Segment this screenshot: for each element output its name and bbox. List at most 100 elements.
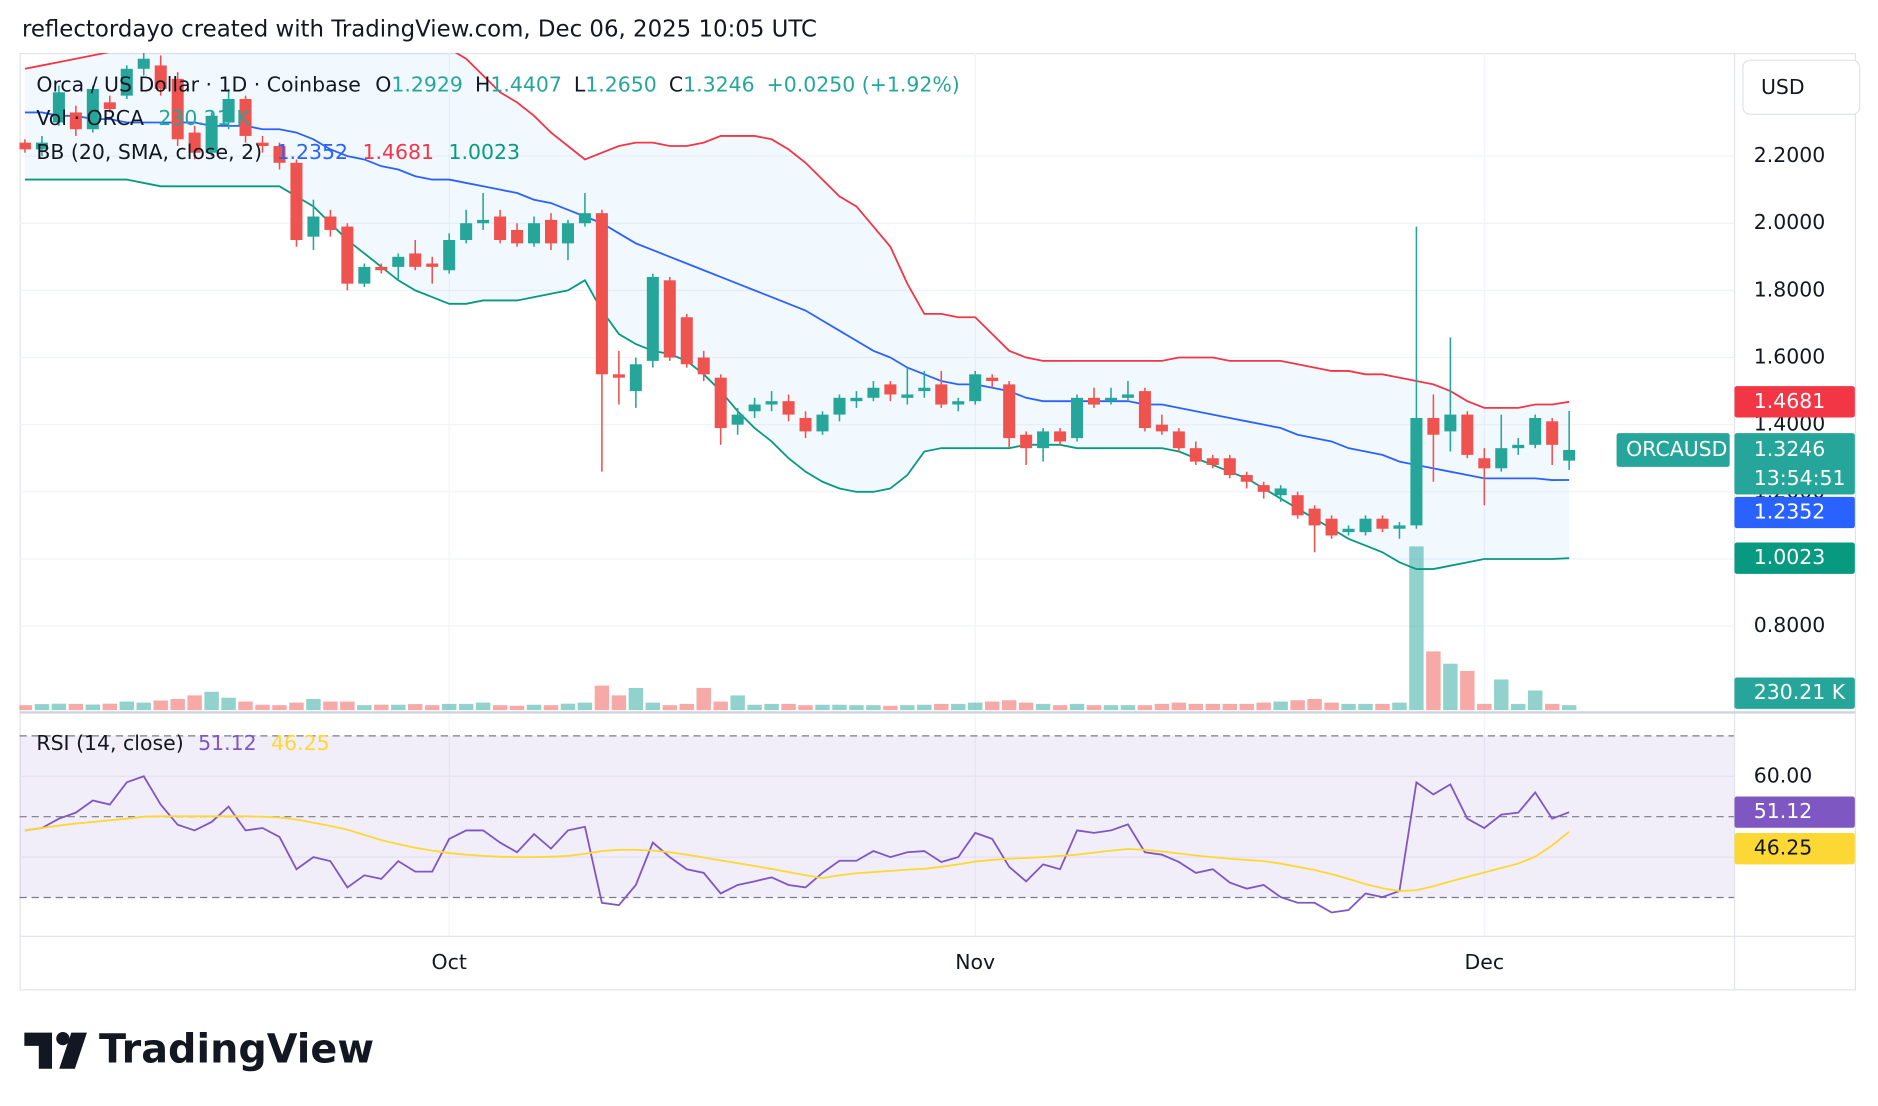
rsi-badge-bg	[1734, 796, 1855, 828]
legend-value: 1.4407	[490, 72, 562, 96]
candle-body	[935, 384, 948, 405]
volume-bar	[1188, 703, 1204, 711]
rsi-ma-badge-bg	[1734, 833, 1855, 865]
x-tick-label: Nov	[955, 950, 995, 974]
rsi-label: RSI (14, close)	[36, 731, 183, 755]
brand: TradingView	[99, 1026, 374, 1072]
candle-body	[392, 256, 405, 267]
frame	[19, 52, 1857, 991]
candle-body	[154, 65, 167, 89]
bb-lower-badge: 1.0023	[1754, 545, 1826, 569]
volume-bar	[1035, 703, 1051, 711]
candle-body	[816, 414, 829, 432]
rsi-badge: 51.12	[1754, 799, 1813, 823]
candle-body	[375, 266, 388, 271]
volume-bar	[1171, 702, 1187, 711]
candle-body	[1172, 431, 1185, 449]
volume-bar	[934, 703, 949, 711]
candle-body	[765, 401, 778, 405]
volume-bar	[917, 704, 932, 711]
candle-body	[1529, 417, 1542, 445]
symbol: Orca / US Dollar · 1D · Coinbase	[36, 72, 360, 96]
volume-bar	[238, 701, 253, 711]
volume-bar	[628, 687, 644, 711]
volume-bar	[289, 702, 304, 711]
volume-bar	[696, 687, 711, 711]
candle-body	[799, 417, 812, 432]
bb-upper-badge: 1.4681	[1754, 389, 1826, 413]
rsi-value: 51.12	[198, 731, 257, 755]
candle-body	[528, 223, 541, 244]
legend: Orca / US Dollar · 1D · Coinbase O1.2929 H…	[36, 72, 959, 754]
candle-body	[1104, 397, 1117, 402]
candle-body	[850, 397, 863, 402]
candle-body	[544, 219, 558, 244]
legend-key: L	[574, 72, 586, 96]
bb-upper	[24, 52, 1570, 409]
volume-bar	[526, 704, 542, 711]
volume-bar	[153, 700, 168, 711]
candle-body	[1427, 417, 1440, 435]
candle-body	[1071, 397, 1084, 439]
legend-value: 1.3246	[683, 72, 755, 96]
candle-body	[714, 377, 727, 429]
volume-bar	[34, 704, 50, 711]
volume-bar	[255, 704, 270, 711]
candle-body	[324, 216, 337, 230]
candle-body	[1037, 431, 1050, 449]
candle-body	[409, 253, 422, 267]
candle-body	[86, 88, 99, 130]
volume-bar	[85, 704, 101, 711]
candle-body	[697, 357, 710, 375]
logo-mark	[24, 1032, 53, 1069]
volume-bar	[1511, 703, 1526, 711]
rsi-ma-badge: 46.25	[1754, 836, 1813, 860]
volume-bar	[1222, 703, 1237, 711]
volume-bar	[1477, 703, 1492, 711]
candle-body	[1410, 417, 1423, 526]
volume-bar	[883, 705, 898, 711]
candle-body	[1020, 434, 1033, 449]
candle-body	[1054, 431, 1067, 442]
candle-body	[460, 223, 473, 241]
volume-bar	[221, 697, 236, 711]
candle-body	[1003, 384, 1016, 439]
candle-body	[1546, 421, 1559, 445]
volume-bar	[611, 695, 627, 711]
volume-bar	[170, 699, 185, 711]
candle-body	[731, 414, 744, 425]
candle-body	[307, 216, 320, 237]
volume-bar	[1120, 705, 1136, 711]
candle-body	[612, 374, 625, 378]
candle-body	[1376, 518, 1389, 529]
volume-bar	[1494, 679, 1509, 711]
volume-bar	[747, 704, 762, 711]
volume-bar	[509, 705, 525, 711]
volume-bar	[900, 705, 915, 711]
currency-button[interactable]	[1742, 59, 1861, 115]
candle-body	[578, 213, 591, 224]
candle-body	[629, 364, 642, 392]
candle-body	[867, 387, 880, 398]
bb-upper-badge-bg	[1734, 386, 1855, 418]
volume-bar	[543, 705, 559, 711]
symbol-badge-bg	[1616, 433, 1730, 467]
legend-key: O	[375, 72, 391, 96]
candle-body	[256, 142, 269, 147]
volume-bar	[1443, 663, 1458, 711]
y-tick-label: 0.8000	[1754, 613, 1826, 637]
candle-body	[1359, 518, 1372, 533]
candle-body	[1512, 444, 1525, 449]
volume-bar	[374, 704, 389, 711]
candle-body	[188, 132, 201, 153]
volume-bar	[272, 705, 287, 711]
volume-badge: 230.21 K	[1754, 680, 1846, 704]
symbol-badge: ORCAUSD	[1626, 437, 1727, 461]
candle-body	[1325, 518, 1338, 536]
volume-bar	[68, 703, 84, 711]
logo-dot	[56, 1031, 70, 1046]
volume-bar	[951, 703, 966, 711]
y-tick-label: 1.6000	[1754, 345, 1826, 369]
volume-bar	[764, 703, 779, 711]
